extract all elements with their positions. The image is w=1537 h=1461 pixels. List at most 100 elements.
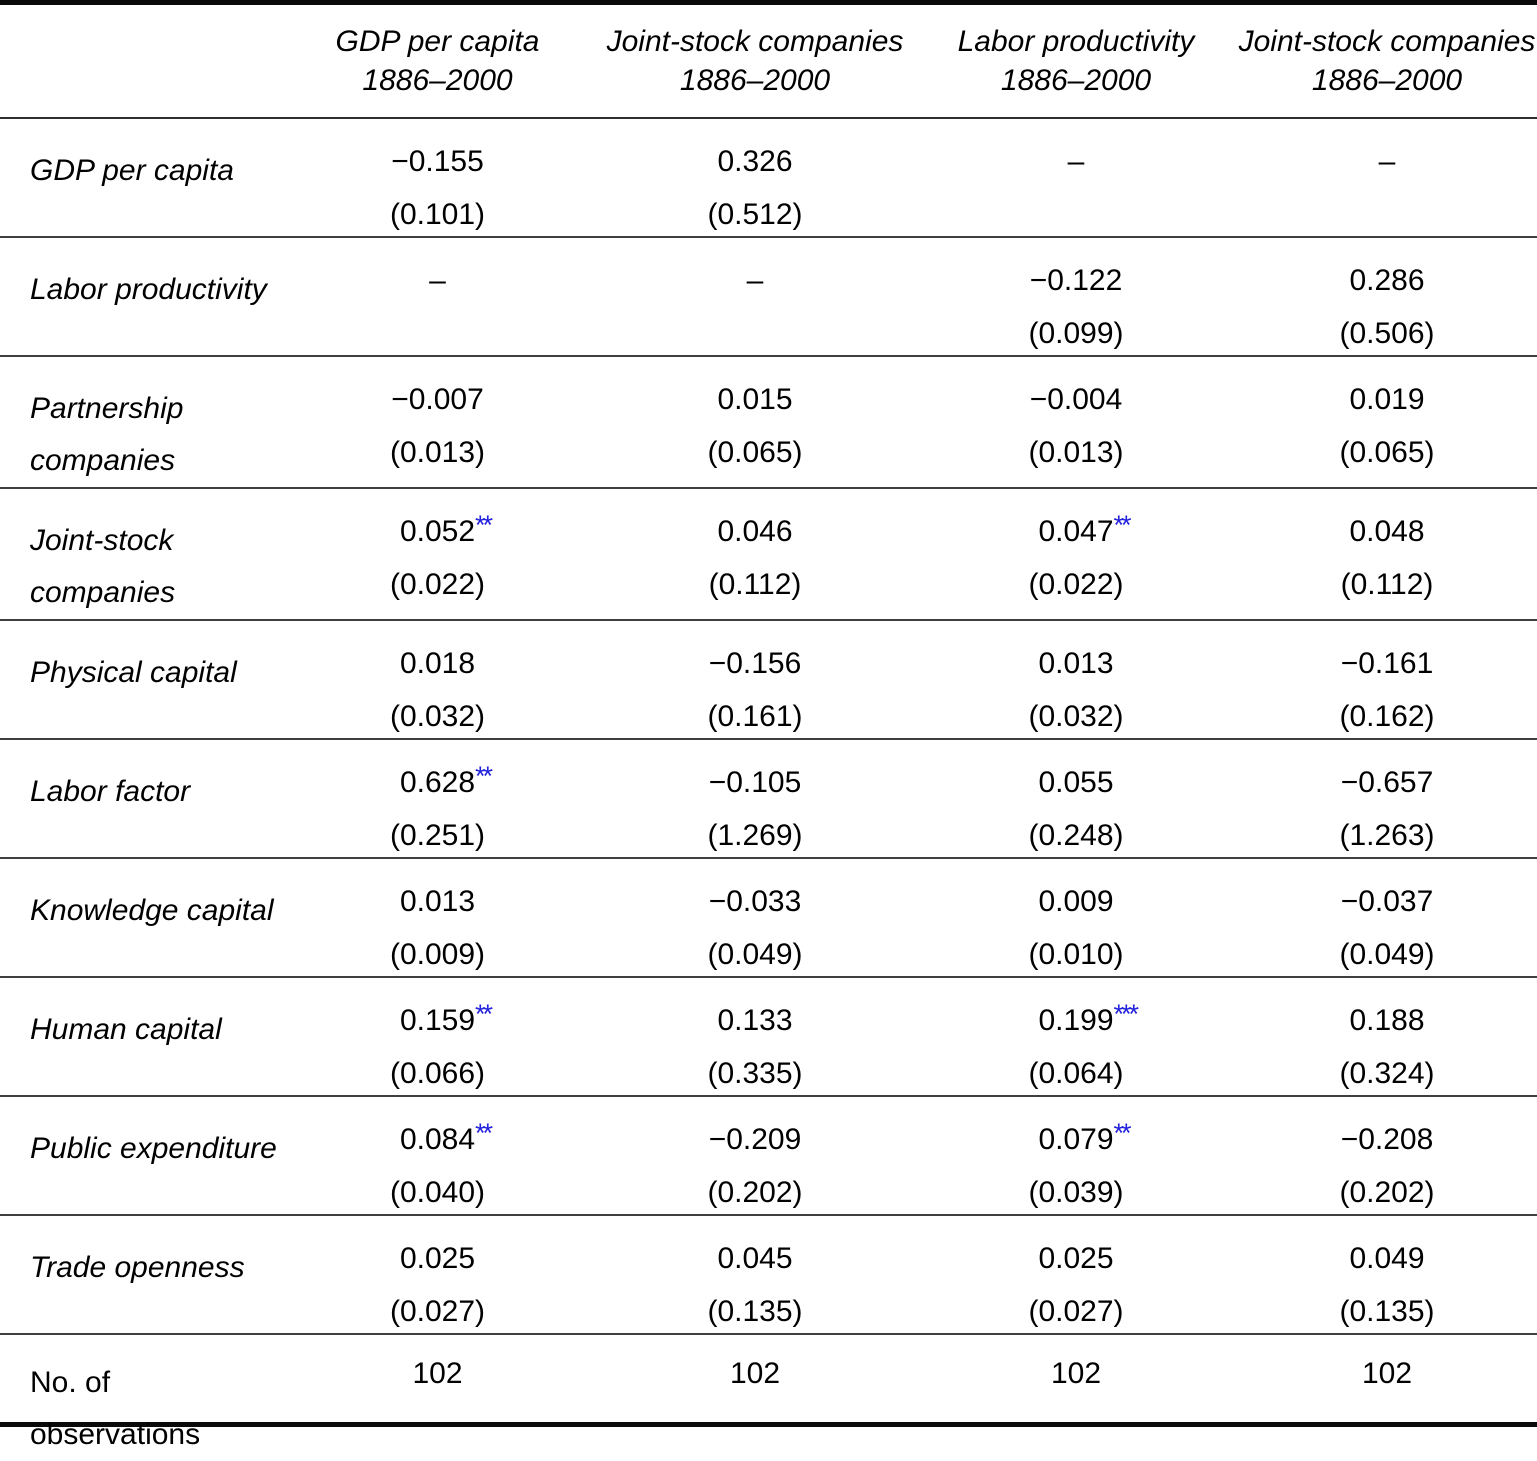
coefficient-value: – [746, 264, 764, 297]
data-cell: 0.047 ** (0.022) [915, 488, 1237, 620]
row-label: Partnership companies [30, 392, 184, 477]
data-cell: – [280, 237, 595, 356]
table-row: Physical capital 0.018 (0.032) −0.156 (0… [0, 620, 1537, 739]
standard-error: (0.335) [707, 1057, 803, 1090]
row-label: Knowledge capital [30, 894, 274, 927]
data-cell: −0.657 (1.263) [1237, 739, 1537, 858]
row-label: Joint-stock companies [30, 524, 176, 609]
column-title: Labor productivity [957, 25, 1195, 58]
column-period: 1886–2000 [1311, 64, 1463, 97]
standard-error: (0.027) [1028, 1295, 1124, 1328]
coefficient-value: – [429, 264, 446, 297]
coefficient-value: 0.188 [1349, 1004, 1425, 1037]
standard-error: (0.248) [1028, 819, 1124, 852]
data-cell: 0.025 (0.027) [280, 1215, 595, 1334]
table-row: Partnership companies −0.007 (0.013) 0.0… [0, 356, 1537, 488]
standard-error: (0.324) [1339, 1057, 1435, 1090]
standard-error: (0.161) [707, 700, 803, 733]
data-cell: −0.209 (0.202) [595, 1096, 915, 1215]
standard-error: (0.202) [1339, 1176, 1435, 1209]
row-label: Public expenditure [30, 1132, 277, 1165]
data-cell: – [915, 118, 1237, 237]
data-cell: 0.013 (0.009) [280, 858, 595, 977]
data-cell: 0.628 ** (0.251) [280, 739, 595, 858]
data-cell: 0.188 (0.324) [1237, 977, 1537, 1096]
data-cell: 0.052 ** (0.022) [280, 488, 595, 620]
column-header-joint-stock-companies-1: Joint-stock companies 1886–2000 [595, 5, 915, 119]
coefficient-value: 0.019 [1349, 383, 1425, 416]
data-cell: – [595, 237, 915, 356]
data-cell: 0.018 (0.032) [280, 620, 595, 739]
standard-error: (0.049) [707, 938, 803, 971]
data-cell: 102 [595, 1334, 915, 1461]
header-empty-cell [0, 5, 280, 119]
data-cell: −0.208 (0.202) [1237, 1096, 1537, 1215]
coefficient-value: 0.025 [399, 1242, 476, 1275]
coefficient-value: 0.013 [399, 885, 476, 918]
standard-error: (1.269) [707, 819, 803, 852]
coefficient-value: −0.657 [1340, 766, 1434, 799]
significance-stars: ** [475, 999, 493, 1029]
standard-error: (0.065) [1339, 436, 1435, 469]
coefficient-value: −0.105 [708, 766, 802, 799]
coefficient-value: 0.045 [717, 1242, 793, 1275]
column-header-joint-stock-companies-2: Joint-stock companies 1886–2000 [1237, 5, 1537, 119]
table-row: Knowledge capital 0.013 (0.009) −0.033 (… [0, 858, 1537, 977]
coefficient-value: −0.208 [1340, 1123, 1434, 1156]
data-cell: – [1237, 118, 1537, 237]
coefficient-value: −0.033 [708, 885, 802, 918]
coefficient-value: 0.133 [717, 1004, 793, 1037]
column-period: 1886–2000 [362, 64, 513, 97]
standard-error: (0.013) [389, 436, 486, 469]
coefficient-value: 0.199 [1038, 1004, 1114, 1037]
coefficient-value: −0.122 [1029, 264, 1123, 297]
standard-error: (0.135) [707, 1295, 803, 1328]
significance-stars: ** [475, 761, 493, 791]
coefficient-value: −0.007 [391, 383, 484, 416]
significance-stars: ** [1113, 1118, 1132, 1148]
coefficient-value: 0.159 [399, 1004, 476, 1037]
data-cell: −0.004 (0.013) [915, 356, 1237, 488]
coefficient-value: 0.047 [1038, 515, 1114, 548]
coefficient-value: 0.013 [1038, 647, 1114, 680]
standard-error: (0.009) [389, 938, 486, 971]
header-row: GDP per capita 1886–2000 Joint-stock com… [0, 5, 1537, 119]
coefficient-value: 102 [1361, 1357, 1413, 1390]
coefficient-value: 0.084 [399, 1123, 476, 1156]
table-row: Labor factor 0.628 ** (0.251) −0.105 (1.2… [0, 739, 1537, 858]
column-title: Joint-stock companies [1238, 25, 1536, 58]
coefficient-value: −0.155 [391, 145, 484, 178]
standard-error: (0.101) [389, 198, 486, 231]
data-cell: −0.007 (0.013) [280, 356, 595, 488]
data-cell: −0.156 (0.161) [595, 620, 915, 739]
data-cell: 0.025 (0.027) [915, 1215, 1237, 1334]
data-cell: 0.199 *** (0.064) [915, 977, 1237, 1096]
data-cell: −0.122 (0.099) [915, 237, 1237, 356]
column-title: Joint-stock companies [606, 25, 904, 58]
table-row: Labor productivity – – −0.122 (0.099) 0.… [0, 237, 1537, 356]
table-row: GDP per capita −0.155 (0.101) 0.326 (0.5… [0, 118, 1537, 237]
data-cell: 0.045 (0.135) [595, 1215, 915, 1334]
table-row: Human capital 0.159 ** (0.066) 0.133 (0.3… [0, 977, 1537, 1096]
standard-error: (0.049) [1339, 938, 1435, 971]
data-cell: −0.155 (0.101) [280, 118, 595, 237]
data-cell: 0.326 (0.512) [595, 118, 915, 237]
data-cell: 0.084 ** (0.040) [280, 1096, 595, 1215]
coefficient-value: −0.037 [1340, 885, 1434, 918]
significance-stars: *** [1113, 999, 1139, 1029]
row-label: Labor productivity [30, 273, 267, 306]
significance-stars: ** [475, 1118, 493, 1148]
standard-error: (0.022) [389, 568, 486, 601]
standard-error: (0.112) [1340, 568, 1434, 601]
standard-error: (0.506) [1339, 317, 1435, 350]
column-period: 1886–2000 [1000, 64, 1152, 97]
data-cell: −0.037 (0.049) [1237, 858, 1537, 977]
table-row: Joint-stock companies 0.052 ** (0.022) 0.… [0, 488, 1537, 620]
data-cell: 0.079 ** (0.039) [915, 1096, 1237, 1215]
column-header-gdp-per-capita: GDP per capita 1886–2000 [280, 5, 595, 119]
table-row: Trade openness 0.025 (0.027) 0.045 (0.13… [0, 1215, 1537, 1334]
standard-error: (0.040) [389, 1176, 486, 1209]
row-label: No. of observations [30, 1366, 201, 1451]
significance-stars: ** [1113, 510, 1132, 540]
